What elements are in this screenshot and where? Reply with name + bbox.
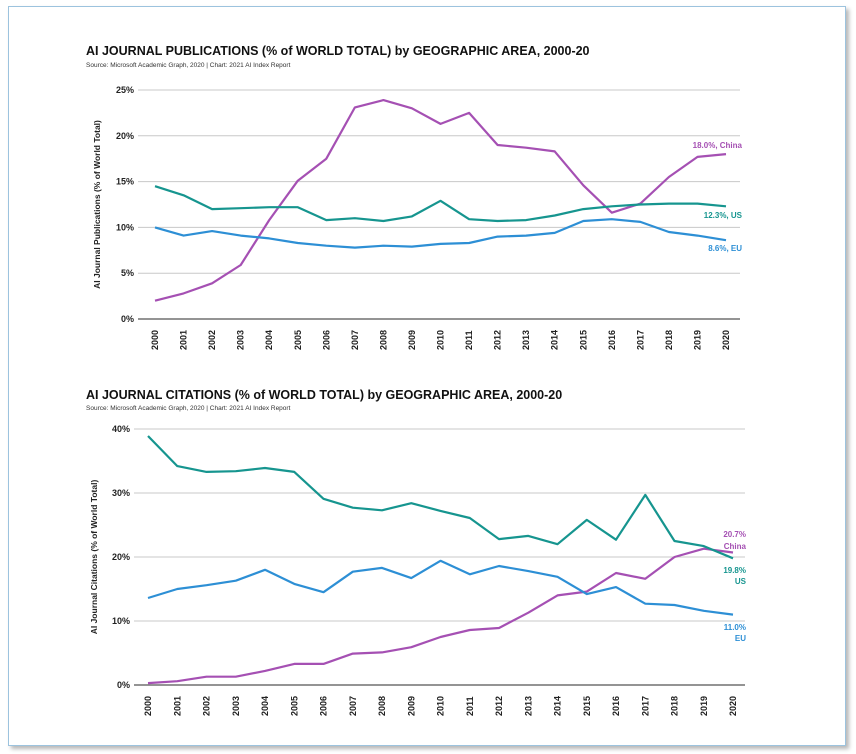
y-axis-label: AI Journal Citations (% of World Total)	[89, 480, 99, 635]
x-tick-label: 2020	[728, 696, 738, 716]
x-tick-label: 2015	[582, 696, 592, 716]
y-tick-label: 40%	[112, 424, 130, 434]
chart-1-source: Source: Microsoft Academic Graph, 2020 |…	[86, 62, 291, 69]
x-tick-label: 2017	[640, 696, 650, 716]
series-label-china: China	[724, 542, 747, 551]
x-tick-label: 2005	[289, 696, 299, 716]
x-tick-label: 2004	[260, 696, 270, 716]
x-tick-label: 2014	[553, 696, 563, 716]
x-tick-label: 2017	[635, 330, 645, 350]
x-tick-label: 2000	[143, 696, 153, 716]
chart-2-source: Source: Microsoft Academic Graph, 2020 |…	[86, 405, 291, 412]
x-tick-label: 2002	[207, 330, 217, 350]
y-tick-label: 30%	[112, 488, 130, 498]
x-tick-label: 2008	[377, 696, 387, 716]
x-tick-label: 2001	[172, 696, 182, 716]
y-tick-label: 25%	[116, 85, 134, 95]
x-tick-label: 2003	[231, 696, 241, 716]
chart-1-title: AI JOURNAL PUBLICATIONS (% of WORLD TOTA…	[86, 44, 590, 58]
x-tick-label: 2012	[493, 330, 503, 350]
series-label-us: US	[735, 577, 747, 586]
x-tick-label: 2019	[692, 330, 702, 350]
y-tick-label: 15%	[116, 177, 134, 187]
series-label-eu: EU	[735, 634, 746, 643]
y-tick-label: 10%	[116, 222, 134, 232]
y-tick-label: 0%	[121, 314, 134, 324]
x-tick-label: 2009	[407, 330, 417, 350]
x-tick-label: 2014	[550, 330, 560, 350]
x-tick-label: 2007	[348, 696, 358, 716]
x-tick-label: 2011	[465, 696, 475, 716]
x-tick-label: 2003	[236, 330, 246, 350]
y-tick-label: 0%	[117, 680, 130, 690]
series-line-china	[154, 98, 727, 302]
x-tick-label: 2015	[578, 330, 588, 350]
x-tick-label: 2010	[436, 330, 446, 350]
series-label-china: 18.0%, China	[693, 141, 743, 150]
x-tick-label: 2006	[319, 696, 329, 716]
x-tick-label: 2001	[179, 330, 189, 350]
series-label-eu: 11.0%	[724, 623, 746, 632]
x-tick-label: 2002	[202, 696, 212, 716]
y-tick-label: 20%	[112, 552, 130, 562]
series-line-eu	[154, 218, 727, 249]
report-frame	[8, 6, 846, 746]
x-tick-label: 2009	[406, 696, 416, 716]
x-tick-label: 2013	[521, 330, 531, 350]
series-label-china: 20.7%	[723, 530, 746, 539]
y-axis-label: AI Journal Publications (% of World Tota…	[92, 120, 102, 289]
x-tick-label: 2019	[699, 696, 709, 716]
x-tick-label: 2016	[607, 330, 617, 350]
chart-2-title: AI JOURNAL CITATIONS (% of WORLD TOTAL) …	[86, 388, 563, 402]
x-tick-label: 2010	[436, 696, 446, 716]
series-label-us: 19.8%	[723, 566, 746, 575]
series-label-us: 12.3%, US	[704, 211, 743, 220]
series-label-eu: 8.6%, EU	[708, 244, 742, 253]
x-tick-label: 2012	[494, 696, 504, 716]
x-tick-label: 2006	[321, 330, 331, 350]
x-tick-label: 2020	[721, 330, 731, 350]
x-tick-label: 2004	[264, 330, 274, 350]
series-line-us	[147, 435, 734, 560]
x-tick-label: 2018	[670, 696, 680, 716]
series-line-us	[154, 185, 727, 223]
x-tick-label: 2008	[378, 330, 388, 350]
x-tick-label: 2018	[664, 330, 674, 350]
x-tick-label: 2013	[523, 696, 533, 716]
y-tick-label: 10%	[112, 616, 130, 626]
x-tick-label: 2005	[293, 330, 303, 350]
series-line-eu	[147, 559, 734, 616]
x-tick-label: 2011	[464, 330, 474, 350]
x-tick-label: 2016	[611, 696, 621, 716]
y-tick-label: 5%	[121, 268, 134, 278]
y-tick-label: 20%	[116, 131, 134, 141]
series-line-china	[147, 547, 734, 685]
x-tick-label: 2000	[150, 330, 160, 350]
x-tick-label: 2007	[350, 330, 360, 350]
